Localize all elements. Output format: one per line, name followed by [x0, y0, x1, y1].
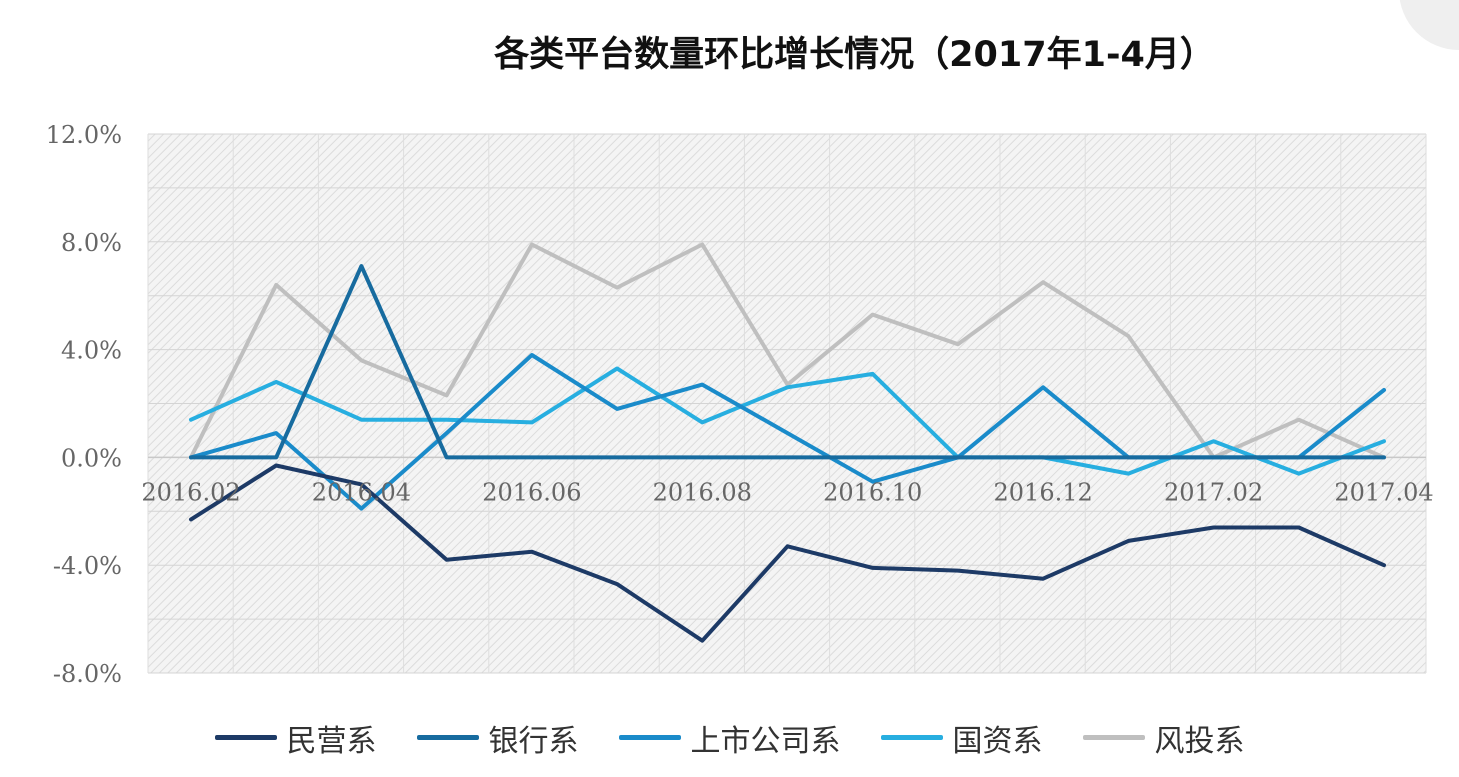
series-line-国资系: [189, 366, 1386, 476]
x-tick-label: 2016.10: [823, 478, 922, 506]
x-tick-label: 2016.08: [653, 478, 752, 506]
legend-label: 银行系: [488, 723, 579, 759]
series-line-民营系: [189, 463, 1386, 643]
legend-swatch: [618, 735, 681, 740]
series-line-银行系: [189, 264, 1386, 460]
y-tick-label: -4.0%: [53, 552, 122, 580]
y-tick-label: 4.0%: [61, 337, 122, 365]
x-tick-label: 2017.04: [1334, 478, 1433, 506]
x-tick-label: 2016.04: [312, 478, 411, 506]
legend-label: 风投系: [1154, 723, 1245, 759]
legend-item: 民营系: [214, 716, 377, 760]
y-tick-label: 8.0%: [61, 229, 122, 257]
y-tick-label: -8.0%: [53, 660, 122, 688]
legend: 民营系 银行系 上市公司系 国资系 风投系: [0, 715, 1459, 760]
legend-item: 银行系: [416, 716, 579, 760]
legend-item: 风投系: [1082, 716, 1245, 760]
chart-title: 各类平台数量环比增长情况（2017年1-4月）: [494, 35, 1215, 75]
legend-swatch: [1082, 735, 1145, 740]
legend-swatch: [880, 735, 943, 740]
x-tick-label: 2016.06: [482, 478, 581, 506]
legend-swatch: [214, 735, 277, 740]
legend-item: 国资系: [880, 716, 1043, 760]
x-tick-label: 2016.02: [141, 478, 240, 506]
legend-item: 上市公司系: [618, 716, 841, 760]
legend-label: 国资系: [952, 723, 1043, 759]
legend-label: 民营系: [286, 723, 377, 759]
y-tick-label: 0.0%: [61, 444, 122, 472]
y-tick-label: 12.0%: [46, 121, 122, 149]
x-tick-label: 2017.02: [1164, 478, 1263, 506]
series-line-风投系: [189, 242, 1386, 460]
legend-swatch: [416, 735, 479, 740]
x-tick-label: 2016.12: [994, 478, 1093, 506]
legend-label: 上市公司系: [690, 723, 841, 759]
